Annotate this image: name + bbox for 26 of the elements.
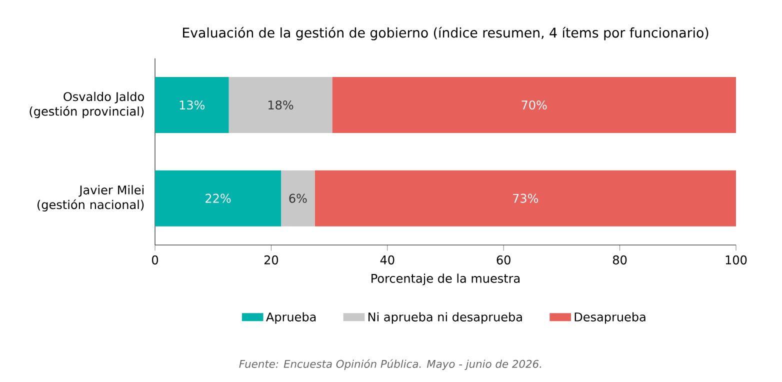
x-tick-label: 80 — [612, 255, 627, 264]
x-axis-title: Porcentaje de la muestra — [372, 274, 520, 286]
x-tick-label: 40 — [380, 255, 394, 264]
data-label: 18% — [268, 100, 294, 110]
x-tick-label: 0 — [152, 255, 158, 264]
data-label: 13% — [180, 100, 205, 110]
bar — [314, 170, 736, 226]
bar — [228, 77, 332, 133]
data-label: 73% — [513, 194, 538, 203]
legend-label: Aprueba — [266, 312, 316, 324]
data-label: 70% — [522, 100, 547, 110]
bar — [155, 77, 229, 133]
y-tick-label: Osvaldo Jaldo (gestión provincial) — [30, 92, 144, 118]
bar — [155, 170, 282, 226]
x-tick-label: 20 — [264, 255, 278, 264]
bar — [281, 170, 315, 226]
source-note: Fuente: Encuesta Opinión Pública. Mayo - junio de 2026. — [239, 359, 542, 370]
y-tick-label: Javier Milei (gestión nacional) — [38, 185, 144, 212]
chart-title: Evaluación de la gestión de gobierno (índice resumen, 4 ítems por funcionario) — [183, 26, 708, 40]
x-tick-label: 100 — [726, 255, 747, 264]
legend-label: Desaprueba — [574, 312, 646, 324]
legend-label: Ni aprueba ni desaprueba — [368, 312, 522, 324]
bar — [332, 77, 736, 133]
x-tick-label: 60 — [496, 255, 510, 264]
data-label: 6% — [289, 194, 307, 203]
data-label: 22% — [206, 194, 231, 203]
